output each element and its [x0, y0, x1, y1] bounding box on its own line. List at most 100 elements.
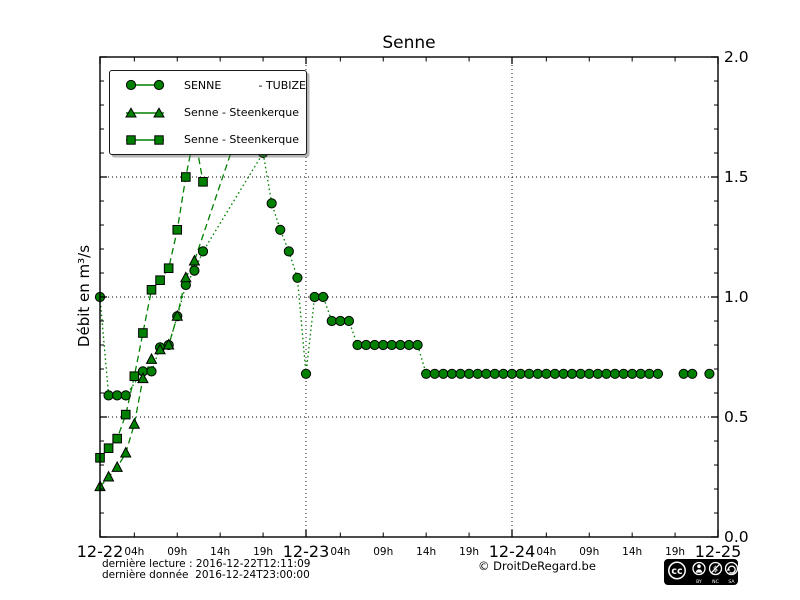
marker-circle — [635, 368, 646, 379]
legend-item-tubize: SENNE - TUBIZE — [110, 72, 306, 98]
marker-circle — [515, 368, 526, 379]
marker-square — [155, 275, 165, 285]
marker-triangle — [188, 254, 201, 266]
marker-circle — [541, 368, 552, 379]
marker-circle — [438, 368, 449, 379]
marker-circle — [395, 339, 406, 351]
marker-circle — [463, 368, 475, 379]
marker-circle — [481, 368, 492, 379]
marker-circle — [197, 246, 209, 257]
marker-circle — [360, 339, 372, 351]
y-tick-label: 1.5 — [724, 168, 749, 186]
sa-label: SA — [728, 579, 735, 585]
legend-label: SENNE - TUBIZE — [184, 79, 306, 92]
marker-circle — [343, 315, 355, 327]
marker-circle — [506, 368, 518, 379]
marker-circle — [275, 224, 286, 235]
marker-circle — [146, 366, 157, 377]
x-hour-label: 04h — [124, 546, 144, 558]
x-hour-label: 19h — [253, 546, 273, 558]
legend-label: Senne - Steenkerque — [184, 133, 306, 146]
series-line-1 — [99, 133, 238, 488]
marker-circle — [584, 368, 595, 379]
cc-by-nc-sa-badge: cc BY $ NC SA — [664, 559, 738, 585]
cc-by-person-icon: BY — [692, 561, 706, 585]
x-hour-label: 09h — [167, 546, 187, 558]
legend: SENNE - TUBIZE Senne - Steenkerque Se — [109, 70, 307, 155]
legend-station: Senne - Steenkerque — [184, 106, 300, 119]
y-tick-label: 2.0 — [724, 48, 749, 66]
marker-square — [146, 285, 157, 295]
x-hour-label: 14h — [210, 546, 230, 558]
legend-station: Senne - Steenkerque — [184, 133, 300, 147]
marker-circle — [704, 368, 715, 379]
marker-circle — [103, 390, 114, 401]
marker-square — [138, 328, 148, 338]
cc-logo-icon: cc — [668, 561, 686, 580]
marker-triangle — [128, 417, 141, 429]
marker-circle — [369, 339, 380, 351]
x-hour-label: 04h — [330, 546, 350, 558]
marker-square — [198, 177, 208, 187]
x-hour-label: 19h — [665, 546, 685, 558]
marker-circle — [609, 368, 621, 379]
marker-square — [172, 225, 183, 235]
marker-square — [163, 263, 174, 273]
legend-item-steenkerque-1: Senne - Steenkerque — [110, 100, 306, 126]
marker-circle — [429, 368, 440, 379]
marker-square — [129, 371, 140, 381]
marker-circle — [283, 246, 294, 257]
marker-circle — [498, 368, 509, 379]
marker-circle — [532, 368, 543, 379]
marker-circle — [549, 368, 561, 379]
marker-square — [103, 443, 114, 453]
last-reading-text: dernière lecture : 2016-12-22T12:11:09 — [102, 558, 311, 570]
legend-item-steenkerque-2: Senne - Steenkerque — [110, 127, 306, 153]
legend-marker-square — [126, 135, 164, 145]
cc-nc-dollar-icon: $ NC — [708, 561, 723, 585]
legend-marker-triangle — [125, 106, 165, 117]
marker-circle — [120, 390, 131, 401]
legend-marker-circle — [125, 80, 165, 91]
by-label: BY — [696, 579, 702, 585]
x-hour-label: 14h — [622, 546, 642, 558]
x-day-label: 12-24 — [489, 542, 536, 561]
legend-label: Senne - Steenkerque — [184, 106, 306, 119]
marker-circle — [326, 315, 337, 327]
last-data-text: dernière donnée 2016-12-24T23:00:00 — [102, 569, 310, 581]
marker-circle — [386, 339, 397, 351]
marker-circle — [421, 368, 432, 379]
marker-triangle — [171, 309, 184, 321]
x-day-label: 12-23 — [283, 542, 330, 561]
marker-circle — [558, 368, 569, 379]
marker-triangle — [162, 338, 175, 350]
x-hour-label: 19h — [459, 546, 479, 558]
marker-circle — [489, 368, 500, 379]
legend-suffix: - TUBIZE — [258, 78, 306, 92]
marker-circle — [472, 368, 483, 379]
marker-circle — [644, 368, 655, 379]
marker-circle — [455, 368, 466, 379]
marker-circle — [378, 339, 389, 351]
y-axis-label: Débit en m³/s — [75, 244, 93, 348]
marker-circle — [318, 291, 329, 303]
marker-circle — [300, 368, 312, 379]
marker-triangle — [102, 470, 115, 482]
marker-circle — [618, 368, 629, 379]
marker-circle — [566, 368, 578, 379]
marker-circle — [627, 368, 638, 379]
marker-circle — [575, 368, 586, 379]
marker-circle — [446, 368, 458, 379]
marker-circle — [403, 339, 415, 351]
marker-circle — [412, 339, 423, 351]
marker-circle — [335, 315, 346, 327]
marker-triangle — [137, 372, 149, 384]
x-day-label: 12-22 — [77, 542, 124, 561]
x-hour-label: 04h — [536, 546, 556, 558]
copyright-text: © DroitDeRegard.be — [478, 559, 596, 573]
marker-circle — [352, 339, 363, 351]
chart-title: Senne — [382, 33, 436, 53]
marker-circle — [292, 272, 303, 283]
